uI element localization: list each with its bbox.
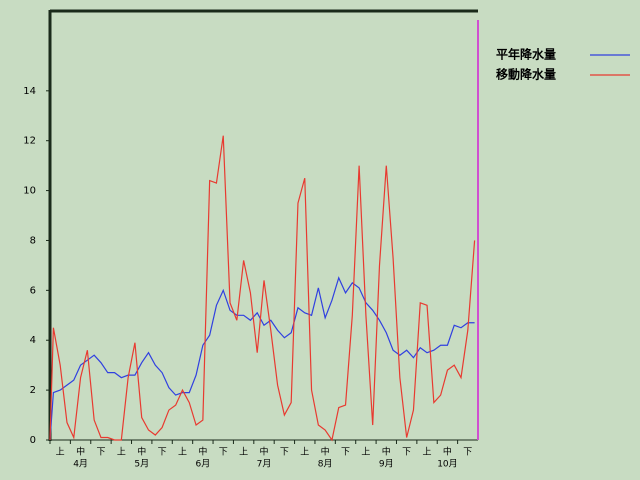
month-label: 7月 <box>257 459 272 470</box>
y-tick-label: 10 <box>23 186 36 197</box>
x-tick-label: 下 <box>402 448 411 458</box>
y-tick-label: 12 <box>23 136 36 147</box>
month-label: 10月 <box>437 459 457 470</box>
x-tick-label: 下 <box>341 448 350 458</box>
x-tick-label: 下 <box>96 448 105 458</box>
month-label: 6月 <box>195 459 210 470</box>
x-tick-label: 中 <box>382 446 391 458</box>
y-tick-label: 4 <box>30 335 36 346</box>
month-label: 9月 <box>379 459 394 470</box>
x-tick-label: 上 <box>56 447 65 458</box>
x-tick-label: 中 <box>137 446 146 458</box>
series-line <box>49 135 476 442</box>
x-tick-label: 上 <box>239 447 248 458</box>
x-tick-label: 下 <box>280 448 289 458</box>
y-tick-label: 0 <box>30 435 36 446</box>
x-tick-label: 上 <box>361 447 370 458</box>
x-tick-label: 中 <box>198 446 207 458</box>
x-tick-label: 下 <box>158 448 167 458</box>
x-tick-label: 上 <box>117 447 126 458</box>
x-tick-label: 上 <box>423 447 432 458</box>
x-tick-label: 中 <box>321 446 330 458</box>
x-tick-label: 上 <box>178 447 187 458</box>
month-label: 8月 <box>318 459 333 470</box>
y-tick-label: 2 <box>30 385 36 396</box>
x-tick-label: 上 <box>300 447 309 458</box>
x-tick-label: 中 <box>259 446 268 458</box>
x-tick-label: 中 <box>443 446 452 458</box>
x-tick-label: 中 <box>76 446 85 458</box>
y-tick-label: 8 <box>30 235 36 246</box>
legend-label: 移動降水量 <box>496 67 556 82</box>
month-label: 5月 <box>134 459 149 470</box>
legend-label: 平年降水量 <box>496 47 556 62</box>
y-tick-label: 14 <box>23 86 36 97</box>
x-tick-label: 下 <box>463 448 472 458</box>
y-tick-label: 6 <box>30 285 36 296</box>
month-label: 4月 <box>73 459 88 470</box>
x-tick-label: 下 <box>219 448 228 458</box>
